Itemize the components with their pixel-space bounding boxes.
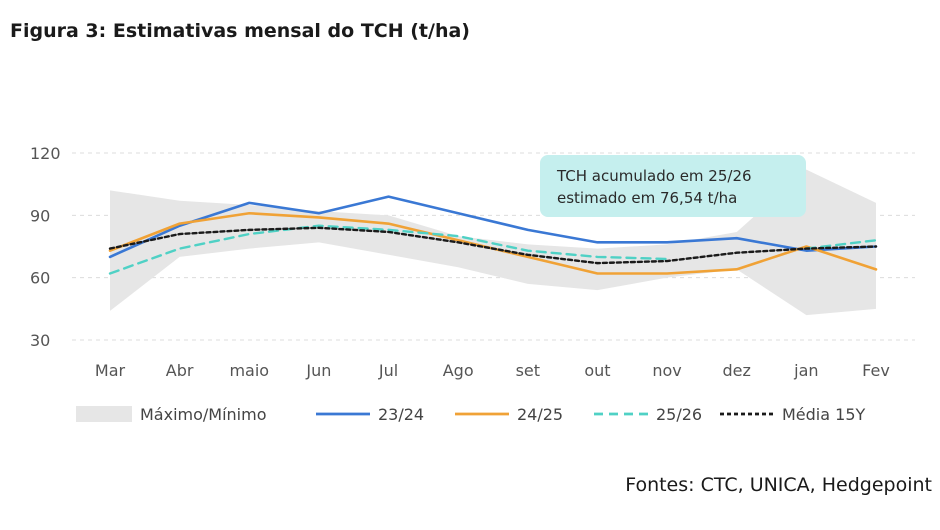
x-tick-label: dez — [723, 361, 751, 380]
y-axis: 30 60 90 120 — [30, 144, 61, 350]
x-tick-label: set — [516, 361, 540, 380]
legend-label: 23/24 — [378, 405, 424, 424]
source-note: Fontes: CTC, UNICA, Hedgepoint — [625, 474, 932, 496]
legend-label: Máximo/Mínimo — [140, 405, 267, 424]
y-tick-label: 60 — [30, 269, 50, 288]
x-tick-label: Jun — [305, 361, 331, 380]
legend-label: 25/26 — [656, 405, 702, 424]
x-tick-label: maio — [229, 361, 269, 380]
series-line-m-dia-15y — [108, 226, 878, 265]
x-tick-label: out — [584, 361, 610, 380]
series-line-23-24 — [108, 195, 878, 259]
x-tick-label: jan — [793, 361, 818, 380]
legend-swatch-range — [76, 406, 132, 422]
series-line-25-26 — [805, 239, 878, 250]
annotation: TCH acumulado em 25/26 estimado em 76,54 … — [540, 155, 806, 217]
series-layer — [108, 195, 878, 275]
x-tick-label: nov — [652, 361, 681, 380]
annotation-box — [540, 155, 806, 217]
chart-title: Figura 3: Estimativas mensal do TCH (t/h… — [10, 20, 470, 42]
x-tick-label: Abr — [166, 361, 194, 380]
y-tick-label: 30 — [30, 331, 50, 350]
x-tick-label: Mar — [95, 361, 126, 380]
x-axis: Mar Abr maio Jun Jul Ago set out nov dez jan Fev — [95, 361, 890, 380]
y-tick-label: 120 — [30, 144, 61, 163]
x-tick-label: Ago — [443, 361, 474, 380]
legend: Máximo/Mínimo 23/24 24/25 25/26 Média 15Y — [76, 405, 866, 424]
legend-label: Média 15Y — [782, 405, 866, 424]
legend-label: 24/25 — [517, 405, 563, 424]
x-tick-label: Fev — [862, 361, 890, 380]
y-tick-label: 90 — [30, 206, 50, 225]
annotation-text: estimado em 76,54 t/ha — [557, 189, 737, 207]
annotation-text: TCH acumulado em 25/26 — [556, 167, 752, 185]
x-tick-label: Jul — [378, 361, 398, 380]
series-line-25-26 — [108, 224, 669, 275]
